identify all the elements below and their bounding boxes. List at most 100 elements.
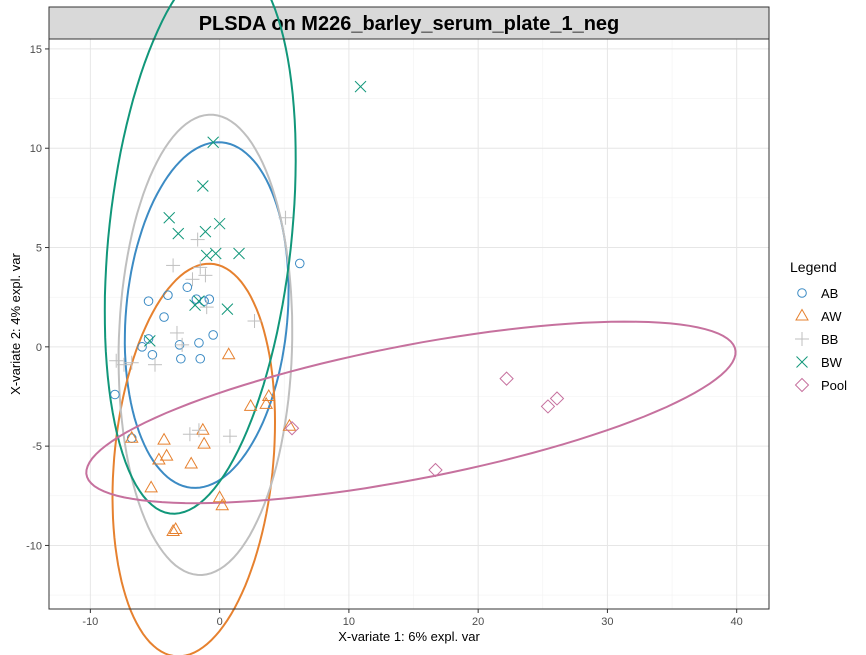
point-bb [166,258,181,273]
point-aw [168,522,183,535]
point-bb [182,427,197,442]
point-bw [233,247,245,260]
point-bb [124,355,139,370]
legend-key-bb [795,332,809,346]
point-bw [207,136,220,149]
x-tick-label: 40 [731,616,743,628]
ellipse-bw [103,0,297,515]
x-tick-label: 20 [472,616,484,628]
point-ab [208,330,218,340]
legend-label-ab: AB [821,286,838,301]
point-ab [199,296,209,306]
point-bw [200,249,213,262]
plot-border [48,38,770,610]
point-pool [549,391,565,406]
point-aw [166,524,180,537]
y-tick-label: -5 [32,441,42,453]
point-aw [197,436,211,449]
point-bw [143,335,156,347]
point-ab [147,349,158,360]
point-bw [354,80,367,93]
point-aw [157,432,171,445]
x-tick-label: -10 [82,616,98,628]
title-strip [48,6,770,40]
point-aw [184,456,199,469]
point-bb [193,260,208,275]
y-tick-label: 0 [36,342,42,354]
legend-key-ab [797,288,807,298]
point-pool [540,399,556,414]
y-tick-label: 15 [30,44,42,56]
plot-panel [48,38,770,610]
ellipse-ab [123,141,290,489]
point-bw [209,247,222,260]
legend: Legend AB AW BB BW Pool [790,259,847,393]
data-points [109,80,565,537]
y-tick-label: -10 [26,540,42,552]
legend-key-bw [796,356,808,368]
legend-key-aw [795,308,809,321]
point-ab [176,353,186,364]
x-tick-label: 10 [343,616,355,628]
ellipse-pool [85,320,737,505]
point-bw [163,211,176,224]
grid-lines [49,39,769,609]
point-bw [172,227,185,240]
point-pool [428,462,443,478]
x-axis-ticks: -10 0 10 20 30 40 [82,609,743,628]
y-tick-label: 5 [36,243,42,255]
point-aw [243,398,258,411]
point-pool [284,421,300,436]
point-ab [159,312,169,322]
ellipse-bb [117,113,294,577]
point-bw [221,303,234,315]
point-aw [124,430,139,443]
point-bb [169,325,184,340]
confidence-ellipses [85,0,737,655]
point-bw [213,217,226,230]
legend-label-bb: BB [821,332,838,347]
point-ab [143,334,154,344]
point-ab [194,338,204,348]
point-aw [261,388,276,401]
point-bb [247,314,262,329]
ellipse-aw [111,262,277,655]
legend-title: Legend [790,259,837,275]
point-bb [222,429,237,444]
point-bb [199,300,214,315]
point-bb [198,268,213,283]
point-bw [199,225,212,238]
point-aw [215,498,230,511]
legend-key-pool [794,377,810,393]
chart-title: PLSDA on M226_barley_serum_plate_1_neg [199,13,620,35]
point-ab [182,282,193,293]
y-tick-label: 10 [30,143,42,155]
point-pool [499,371,514,386]
point-bb [109,353,124,368]
point-bb [147,357,162,372]
point-aw [212,490,227,503]
point-bb [191,423,206,438]
point-ab [163,290,173,301]
point-ab [195,353,206,364]
point-aw [221,347,236,360]
x-axis-title: X-variate 1: 6% expl. var [338,629,480,644]
point-ab [294,258,305,269]
point-ab [137,342,147,352]
point-aw [159,448,174,461]
point-bb [278,210,293,225]
point-ab [143,296,154,306]
point-ab [204,294,215,304]
x-tick-label: 30 [601,616,613,628]
point-bb [116,357,131,372]
legend-label-aw: AW [821,309,842,324]
point-aw [195,422,210,435]
legend-label-pool: Pool [821,378,847,393]
x-tick-label: 0 [217,616,223,628]
y-axis-title: X-variate 2: 4% expl. var [8,253,23,395]
legend-label-bw: BW [821,355,843,370]
point-ab [110,389,120,400]
point-aw [282,418,297,431]
point-bw [196,180,209,192]
